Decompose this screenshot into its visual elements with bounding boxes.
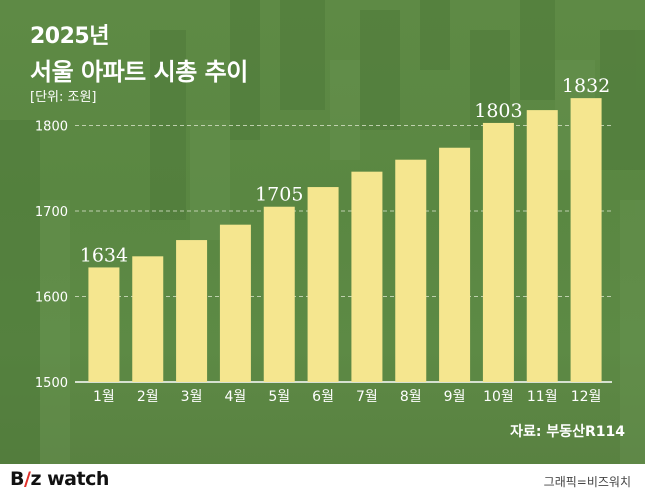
bar [395,159,427,382]
data-label: 1803 [474,100,522,122]
logo-z: z [30,468,41,490]
x-tick-label: 5월 [268,389,290,405]
bar [351,171,383,382]
bar [482,122,514,382]
bar [526,110,558,383]
x-tick-label: 2월 [137,389,159,405]
chart-year: 2025년 [30,24,109,49]
logo-b: B [10,468,24,490]
bar [439,147,471,382]
x-tick-label: 12월 [571,389,602,405]
y-tick-label: 1500 [35,376,68,391]
bar-chart: 1500 1600 1700 1800 1월 2월 3월 4월 5월 6월 7월 8월 9월 10월 11월… [35,75,612,405]
x-tick-label: 6월 [312,389,334,405]
x-tick-label: 3월 [181,389,203,405]
x-tick-label: 7월 [356,389,378,405]
y-tick-label: 1600 [35,291,68,306]
logo-slash: / [23,468,31,490]
bizwatch-logo: B/z watch [10,468,109,490]
x-tick-label: 4월 [225,389,247,405]
bar [307,187,339,382]
bar [132,256,164,382]
y-tick-label: 1800 [35,120,68,135]
data-label: 1832 [562,75,610,97]
unit-label: [단위: 조원] [30,90,97,105]
data-label: 1634 [80,244,128,266]
x-tick-label: 9월 [444,389,466,405]
bar [219,224,251,382]
data-label: 1705 [255,184,303,206]
graphic-credit: 그래픽=비즈워치 [543,475,631,489]
x-tick-label: 1월 [93,389,115,405]
logo-watch: watch [41,468,109,490]
bar [570,98,602,382]
x-tick-label: 8월 [400,389,422,405]
bar [263,206,295,382]
bar [88,267,120,382]
footer-bar: B/z watch 그래픽=비즈워치 [0,464,645,496]
bar [176,240,208,382]
x-tick-label: 10월 [483,389,514,405]
x-tick-label: 11월 [527,389,558,405]
chart-title: 서울 아파트 시총 추이 [30,58,248,86]
y-tick-label: 1700 [35,205,68,220]
source-label: 자료: 부동산R114 [510,424,625,440]
